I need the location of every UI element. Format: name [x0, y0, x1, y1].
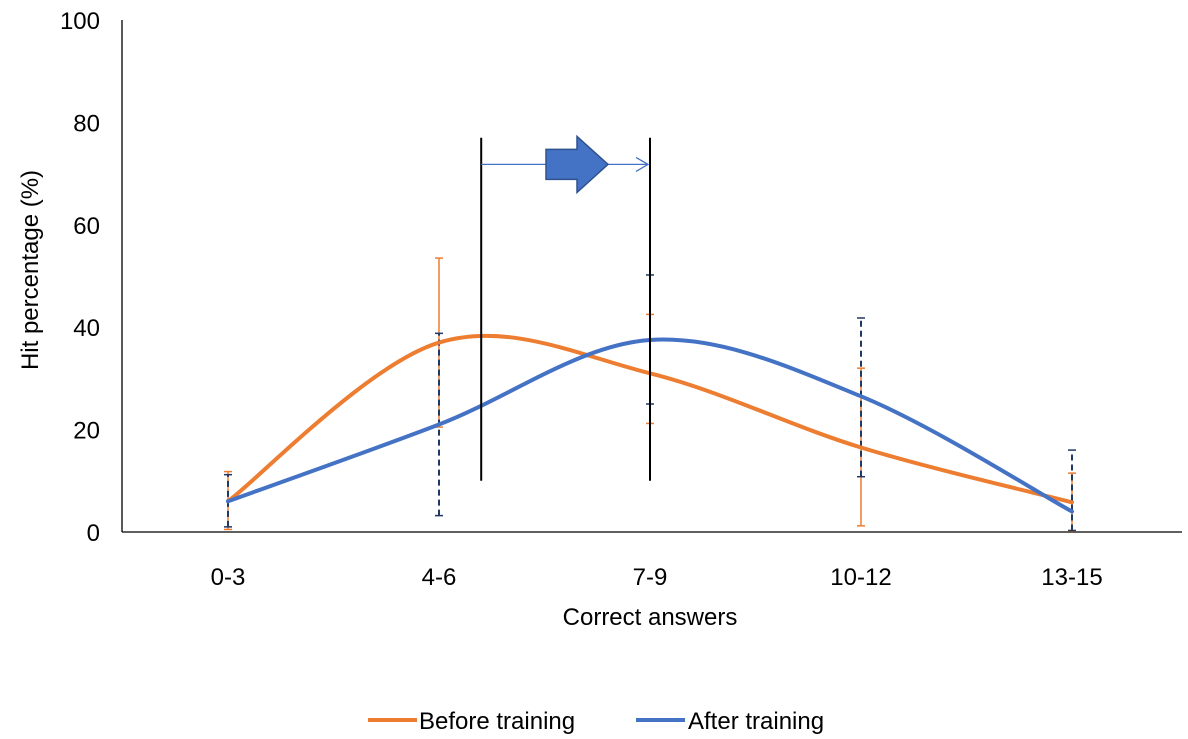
shift-annotation — [480, 134, 651, 481]
y-tick-label: 40 — [73, 315, 100, 342]
x-tick-label: 13-15 — [1041, 564, 1102, 591]
shift-arrow-head — [635, 156, 650, 172]
y-tick-label: 80 — [73, 110, 100, 137]
y-tick-label: 100 — [60, 8, 100, 35]
block-arrow-icon — [545, 134, 610, 195]
x-tick-label: 0-3 — [211, 564, 246, 591]
legend-label-before: Before training — [419, 708, 575, 735]
y-tick-label: 20 — [73, 418, 100, 445]
legend: Before training After training — [368, 708, 824, 735]
y-axis-title: Hit percentage (%) — [17, 170, 44, 370]
x-tick-label: 10-12 — [830, 564, 891, 591]
y-tick-label: 60 — [73, 213, 100, 240]
y-tick-label: 0 — [87, 520, 100, 547]
legend-label-after: After training — [688, 708, 824, 735]
x-tick-label: 7-9 — [633, 564, 668, 591]
x-axis: 0-3 4-6 7-9 10-12 13-15 — [122, 531, 1182, 591]
x-axis-title: Correct answers — [563, 604, 738, 631]
x-tick-label: 4-6 — [422, 564, 457, 591]
y-axis: 0 20 40 60 80 100 — [60, 8, 123, 547]
